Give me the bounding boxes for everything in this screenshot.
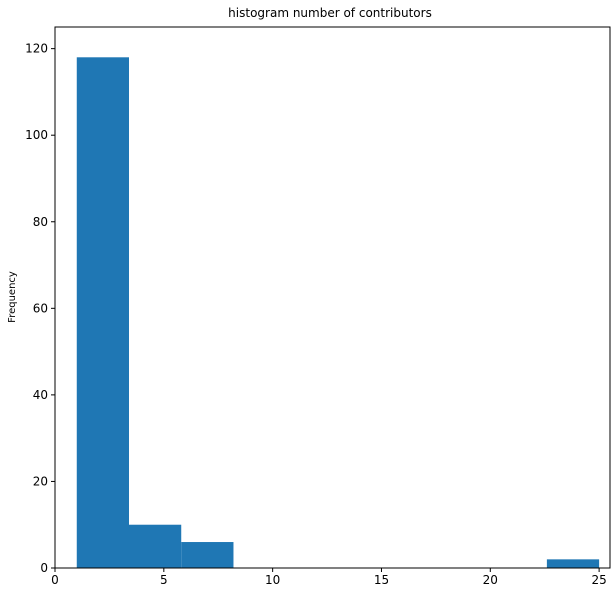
x-tick-label: 5 <box>160 573 168 587</box>
y-tick-label: 80 <box>33 215 48 229</box>
y-tick-label: 100 <box>25 128 48 142</box>
x-tick-label: 0 <box>51 573 59 587</box>
bars-group <box>76 57 600 569</box>
x-axis-ticks: 0 5 10 15 20 25 <box>51 568 607 587</box>
y-axis-label: Frequency <box>7 271 18 323</box>
x-tick-label: 15 <box>374 573 389 587</box>
x-tick-label: 20 <box>483 573 498 587</box>
histogram-bar-0 <box>76 57 129 569</box>
x-tick-label: 10 <box>265 573 280 587</box>
y-tick-label: 60 <box>33 301 48 315</box>
y-tick-label: 20 <box>33 474 48 488</box>
histogram-bar-2 <box>181 542 234 568</box>
y-tick-label: 40 <box>33 388 48 402</box>
chart-title: histogram number of contributors <box>228 6 432 20</box>
y-tick-label: 120 <box>25 42 48 56</box>
histogram-bar-1 <box>129 524 182 568</box>
x-tick-label: 25 <box>591 573 606 587</box>
y-axis-ticks: 0 20 40 60 80 100 120 <box>25 42 55 575</box>
histogram-bar-9 <box>546 559 600 568</box>
plot-frame <box>54 26 611 569</box>
y-tick-label: 0 <box>40 561 48 575</box>
